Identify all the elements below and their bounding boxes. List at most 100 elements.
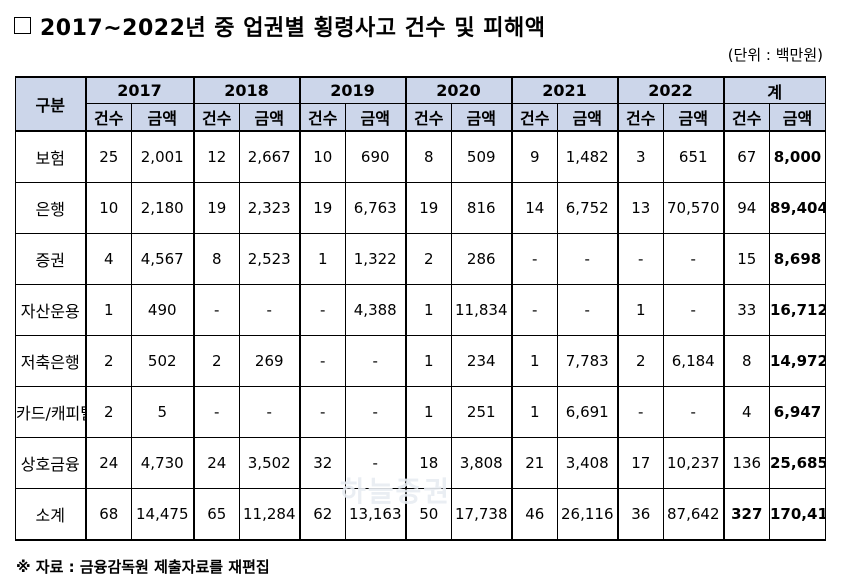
count-subheader: 건수 <box>404 103 452 132</box>
count-cell: 1 <box>404 335 452 387</box>
count-subheader: 건수 <box>192 103 240 132</box>
amount-cell: 490 <box>131 284 194 336</box>
amount-cell: 234 <box>451 335 512 387</box>
amount-cell: 5 <box>131 386 194 438</box>
amount-cell: - <box>663 386 724 438</box>
amount-cell: 87,642 <box>663 488 724 541</box>
count-cell: - <box>298 335 346 387</box>
amount-cell: 4,567 <box>131 233 194 285</box>
amount-cell: - <box>345 335 406 387</box>
embezzlement-table: 구분 2017 2018 2019 2020 2021 2022 계 건수 금액 건… <box>15 76 827 541</box>
amount-cell: 14,972 <box>768 335 827 387</box>
count-cell: 94 <box>722 182 770 234</box>
count-cell: 8 <box>404 130 452 183</box>
count-cell: 36 <box>616 488 664 541</box>
amount-cell: 690 <box>345 130 406 183</box>
count-cell: 2 <box>616 335 664 387</box>
count-cell: 14 <box>510 182 558 234</box>
amount-cell: 2,180 <box>131 182 194 234</box>
amount-cell: - <box>239 386 300 438</box>
year-header: 2020 <box>404 76 512 104</box>
count-subheader: 건수 <box>510 103 558 132</box>
count-cell: 1 <box>84 284 132 336</box>
table-row: 보험 25 2,001 12 2,667 10 690 8 509 9 1,482 3 651 67 8,0… <box>15 130 827 183</box>
document-title: 2017~2022년 중 업권별 횡령사고 건수 및 피해액 <box>14 10 545 42</box>
count-cell: 65 <box>192 488 240 541</box>
count-cell: - <box>616 233 664 285</box>
amount-cell: 25,685 <box>768 437 827 489</box>
count-cell: 21 <box>510 437 558 489</box>
amount-cell: - <box>557 233 618 285</box>
amount-cell: 3,502 <box>239 437 300 489</box>
count-cell: 4 <box>84 233 132 285</box>
count-cell: - <box>510 284 558 336</box>
count-cell: 1 <box>404 284 452 336</box>
amount-cell: 8,000 <box>768 130 827 183</box>
amount-cell: 6,184 <box>663 335 724 387</box>
sub-header-row: 건수 금액 건수 금액 건수 금액 건수 금액 건수 금액 건수 금액 건수 금액 <box>16 103 827 132</box>
amount-cell: 2,323 <box>239 182 300 234</box>
amount-cell: 1,322 <box>345 233 406 285</box>
amount-cell: 2,001 <box>131 130 194 183</box>
source-note: ※ 자료 : 금융감독원 제출자료를 재편집 <box>16 558 270 576</box>
amount-cell: - <box>345 386 406 438</box>
year-header: 2018 <box>192 76 300 104</box>
table-row: 저축은행 2 502 2 269- -1 234 1 7,783 2 6,184 8 14,972 <box>15 335 827 387</box>
amount-cell: 651 <box>663 130 724 183</box>
count-cell: 67 <box>722 130 770 183</box>
count-cell: 62 <box>298 488 346 541</box>
year-header-row: 구분 2017 2018 2019 2020 2021 2022 계 <box>15 76 827 132</box>
count-cell: 10 <box>84 182 132 234</box>
count-cell: 9 <box>510 130 558 183</box>
amount-subheader: 금액 <box>131 103 194 132</box>
amount-cell: 286 <box>451 233 512 285</box>
amount-cell: - <box>345 437 406 489</box>
amount-cell: 2,667 <box>239 130 300 183</box>
amount-cell: 8,698 <box>768 233 827 285</box>
row-label: 소계 <box>15 488 86 541</box>
count-cell: - <box>192 386 240 438</box>
amount-cell: - <box>663 233 724 285</box>
count-cell: 18 <box>404 437 452 489</box>
count-cell: 68 <box>84 488 132 541</box>
amount-cell: 3,408 <box>557 437 618 489</box>
amount-subheader: 금액 <box>451 103 512 132</box>
count-subheader: 건수 <box>84 103 132 132</box>
row-label: 상호금융 <box>15 437 86 489</box>
count-cell: - <box>616 386 664 438</box>
count-cell: 19 <box>298 182 346 234</box>
count-cell: 25 <box>84 130 132 183</box>
amount-subheader: 금액 <box>768 103 827 132</box>
count-cell: 15 <box>722 233 770 285</box>
amount-cell: 4,730 <box>131 437 194 489</box>
count-cell: 24 <box>84 437 132 489</box>
table-row: 소계 68 14,475 65 11,284 62 13,163 50 17,738 46 26,1… <box>15 488 827 541</box>
amount-cell: 17,738 <box>451 488 512 541</box>
count-cell: 136 <box>722 437 770 489</box>
amount-cell: 1,482 <box>557 130 618 183</box>
corner-header: 구분 <box>15 76 86 132</box>
amount-cell: 2,523 <box>239 233 300 285</box>
count-subheader: 건수 <box>722 103 770 132</box>
amount-cell: - <box>557 284 618 336</box>
amount-cell: 3,808 <box>451 437 512 489</box>
count-cell: 13 <box>616 182 664 234</box>
count-cell: 19 <box>404 182 452 234</box>
count-cell: 17 <box>616 437 664 489</box>
year-header: 2017 <box>84 76 194 104</box>
row-label: 증권 <box>15 233 86 285</box>
count-cell: - <box>510 233 558 285</box>
count-cell: 4 <box>722 386 770 438</box>
count-cell: 1 <box>298 233 346 285</box>
amount-cell: 26,116 <box>557 488 618 541</box>
amount-cell: 10,237 <box>663 437 724 489</box>
count-cell: 1 <box>404 386 452 438</box>
row-label: 카드/캐피탈 <box>15 386 86 438</box>
year-header: 2019 <box>298 76 406 104</box>
amount-cell: - <box>239 284 300 336</box>
table-row: 상호금융 24 4,730 24 3,502 32-18 3,808 21 3,408 17 10,… <box>15 437 827 489</box>
count-cell: 2 <box>84 386 132 438</box>
table-row: 자산운용 1 490- - -4,388 1 11,834- -1-33 16,712 <box>15 284 827 336</box>
table-row: 증권 4 4,567 8 2,523 1 1,322 2 286- - - -15 8,698 <box>15 233 827 285</box>
